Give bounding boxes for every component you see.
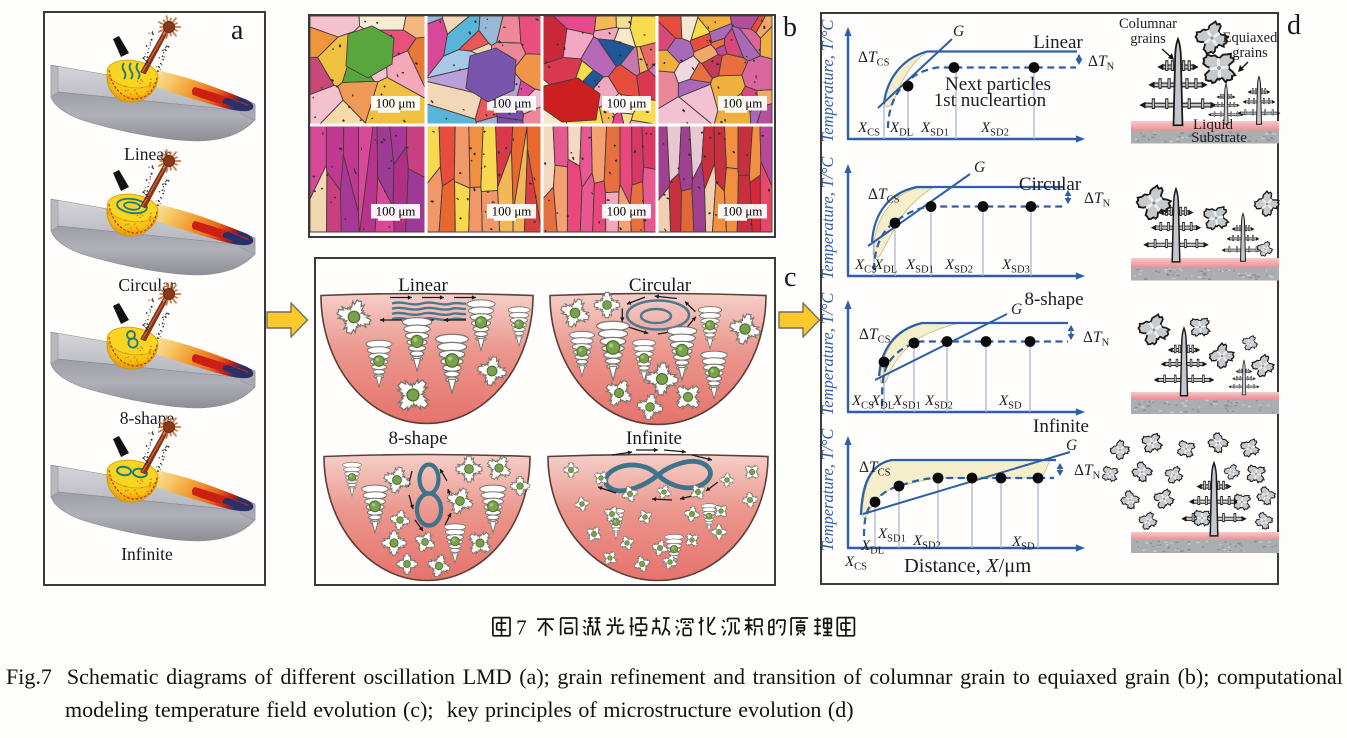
- svg-text:Linear: Linear: [398, 275, 448, 296]
- svg-text:XSD2: XSD2: [944, 257, 973, 276]
- svg-text:Linear: Linear: [1033, 32, 1083, 53]
- svg-text:grains: grains: [1130, 31, 1166, 47]
- svg-text:XSD3: XSD3: [1001, 257, 1030, 276]
- svg-text:G: G: [953, 23, 964, 40]
- svg-text:Infinite: Infinite: [626, 428, 682, 449]
- svg-text:XDL: XDL: [870, 393, 894, 412]
- svg-text:XSD1: XSD1: [905, 257, 934, 276]
- svg-text:ΔTN: ΔTN: [1074, 462, 1101, 482]
- svg-text:Temperature, T/°C: Temperature, T/°C: [822, 428, 837, 552]
- svg-text:Infinite: Infinite: [121, 544, 173, 564]
- svg-text:Next particles: Next particles: [945, 74, 1051, 95]
- svg-text:100 μm: 100 μm: [492, 204, 532, 219]
- svg-text:100 μm: 100 μm: [607, 204, 647, 219]
- svg-text:100 μm: 100 μm: [723, 96, 763, 111]
- svg-text:grains: grains: [1232, 45, 1268, 61]
- svg-text:XSD2: XSD2: [980, 120, 1009, 139]
- svg-text:8-shape: 8-shape: [1024, 289, 1083, 310]
- svg-text:Linear: Linear: [124, 144, 170, 164]
- svg-text:G: G: [1066, 437, 1077, 454]
- svg-text:100 μm: 100 μm: [376, 96, 416, 111]
- svg-text:XSD: XSD: [998, 393, 1022, 412]
- svg-text:XCS: XCS: [854, 257, 877, 276]
- svg-text:XDL: XDL: [860, 538, 884, 557]
- svg-text:Substrate: Substrate: [1191, 130, 1247, 146]
- svg-text:ΔTCS: ΔTCS: [868, 186, 900, 206]
- svg-text:100 μm: 100 μm: [376, 204, 416, 219]
- svg-text:XCS: XCS: [857, 120, 880, 139]
- svg-text:100 μm: 100 μm: [492, 96, 532, 111]
- svg-text:Infinite: Infinite: [1033, 416, 1089, 437]
- svg-text:ΔTN: ΔTN: [1084, 190, 1111, 210]
- svg-text:XSD1: XSD1: [877, 526, 906, 545]
- svg-text:Equiaxed: Equiaxed: [1223, 30, 1279, 46]
- svg-text:Temperature, T/°C: Temperature, T/°C: [822, 156, 837, 280]
- svg-text:XSD2: XSD2: [924, 393, 953, 412]
- svg-text:ΔTN: ΔTN: [1088, 53, 1115, 73]
- svg-text:XDL: XDL: [873, 257, 897, 276]
- svg-text:8-shape: 8-shape: [388, 428, 447, 449]
- svg-text:Circular: Circular: [1019, 174, 1082, 195]
- svg-text:XSD: XSD: [1011, 534, 1035, 553]
- svg-text:XSD1: XSD1: [920, 120, 949, 139]
- svg-text:Columnar: Columnar: [1119, 16, 1177, 32]
- svg-text:ΔTCS: ΔTCS: [858, 49, 890, 69]
- svg-text:XCS: XCS: [851, 393, 874, 412]
- svg-text:G: G: [974, 159, 985, 176]
- svg-text:Temperature, T/°C: Temperature, T/°C: [822, 19, 837, 143]
- svg-text:G: G: [1011, 301, 1022, 318]
- svg-text:Distance, X/μm: Distance, X/μm: [904, 555, 1031, 577]
- svg-text:7: 7: [516, 616, 527, 640]
- svg-text:100 μm: 100 μm: [723, 204, 763, 219]
- svg-text:Temperature, T/°C: Temperature, T/°C: [822, 292, 837, 416]
- svg-text:XDL: XDL: [889, 120, 913, 139]
- svg-text:Circular: Circular: [629, 275, 692, 296]
- svg-text:ΔTN: ΔTN: [1083, 329, 1110, 349]
- svg-text:XSD2: XSD2: [912, 533, 941, 552]
- svg-text:ΔTCS: ΔTCS: [859, 326, 891, 346]
- svg-text:100 μm: 100 μm: [607, 96, 647, 111]
- svg-text:1st nucleartion: 1st nucleartion: [934, 90, 1047, 111]
- svg-text:Liquid: Liquid: [1193, 117, 1233, 133]
- svg-text:XSD1: XSD1: [892, 393, 921, 412]
- svg-text:XCS: XCS: [844, 554, 867, 573]
